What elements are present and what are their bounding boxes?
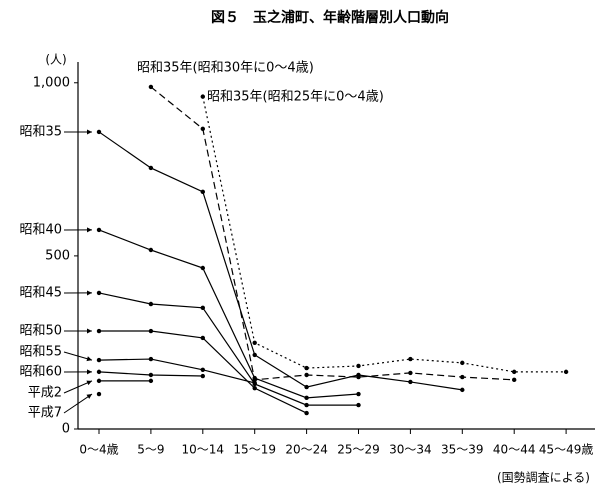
series-line — [150, 86, 515, 381]
data-point — [148, 372, 154, 378]
chart-title: 図５ 玉之浦町、年齢階層別人口動向 — [211, 9, 449, 26]
data-point — [148, 84, 154, 90]
data-point — [252, 385, 257, 391]
data-point — [460, 374, 465, 380]
label-arrow — [63, 380, 93, 394]
series-label: 昭和35 — [19, 125, 62, 140]
series-label: 昭和35年(昭和30年に0～4歳) — [137, 61, 314, 76]
x-tick-label: 10～14 — [182, 443, 225, 457]
y-unit: (人) — [45, 53, 66, 67]
x-tick-label: 45～49歳 — [539, 443, 594, 457]
data-point — [200, 189, 205, 195]
source-note: (国勢調査による) — [497, 470, 590, 485]
y-tick-label: 500 — [45, 248, 70, 263]
data-point — [252, 380, 257, 386]
series-line — [202, 96, 567, 373]
data-point — [356, 402, 361, 408]
x-tick-label: 20～24 — [285, 443, 328, 457]
data-point — [200, 335, 205, 341]
data-point — [356, 391, 361, 397]
data-point — [200, 305, 205, 311]
arrow-head — [86, 394, 92, 399]
series-label: 昭和45 — [19, 286, 62, 301]
series-label: 昭和40 — [19, 223, 62, 238]
data-point — [96, 227, 102, 233]
data-point — [408, 379, 413, 385]
data-point — [96, 290, 102, 296]
data-point — [148, 378, 154, 384]
data-point — [200, 94, 205, 99]
series-label: 昭和35年(昭和25年に0～4歳) — [207, 90, 384, 105]
data-point — [96, 328, 102, 334]
arrow-head — [86, 328, 92, 334]
series-line — [98, 229, 359, 399]
data-point — [408, 370, 413, 376]
arrow-head — [86, 129, 93, 135]
data-point — [408, 356, 413, 362]
arrow-head — [86, 369, 93, 375]
x-tick-label: 30～34 — [389, 443, 432, 457]
y-tick-label: 1,000 — [33, 75, 70, 90]
label-arrow — [63, 393, 93, 414]
data-point — [148, 328, 154, 334]
series-line — [98, 292, 359, 406]
x-tick-label: 5～9 — [137, 443, 164, 457]
data-point — [304, 365, 309, 371]
y-tick-label: 0 — [62, 422, 70, 437]
data-point — [304, 395, 309, 401]
series-line — [98, 358, 255, 384]
data-point — [200, 367, 205, 372]
data-point — [563, 369, 569, 375]
data-point — [96, 369, 102, 375]
data-point — [200, 265, 205, 271]
data-point — [252, 340, 257, 345]
arrow-head — [86, 380, 93, 386]
series-line — [98, 131, 463, 391]
data-point — [96, 357, 102, 363]
series-label: 昭和55 — [19, 345, 62, 360]
series-label: 昭和50 — [19, 324, 62, 339]
x-tick-label: 35～39 — [441, 443, 484, 457]
arrow-head — [86, 356, 92, 362]
data-point — [200, 373, 205, 379]
data-point — [304, 384, 309, 390]
data-point — [96, 391, 102, 397]
data-point — [252, 377, 257, 383]
data-point — [304, 372, 309, 378]
data-point — [96, 378, 102, 384]
data-point — [512, 377, 517, 383]
data-point — [252, 352, 257, 358]
data-point — [304, 402, 309, 408]
data-point — [200, 126, 205, 132]
arrow-head — [86, 227, 93, 233]
arrow-head — [86, 290, 92, 296]
series-label: 昭和60 — [19, 365, 62, 380]
series-label: 平成7 — [28, 406, 62, 421]
x-tick-label: 25～29 — [337, 443, 380, 457]
data-point — [512, 369, 517, 375]
data-point — [304, 410, 309, 416]
x-tick-label: 15～19 — [233, 443, 276, 457]
data-point — [148, 301, 154, 307]
data-point — [148, 356, 154, 362]
data-point — [148, 165, 154, 171]
series-line — [99, 330, 307, 414]
data-point — [356, 374, 361, 380]
x-tick-label: 0～4歳 — [79, 443, 118, 457]
data-point — [356, 363, 361, 369]
data-point — [148, 247, 154, 253]
series-label: 平成2 — [28, 386, 62, 401]
data-point — [96, 129, 102, 135]
x-tick-label: 40～44 — [493, 443, 536, 457]
data-point — [460, 387, 465, 393]
data-point — [460, 360, 465, 366]
